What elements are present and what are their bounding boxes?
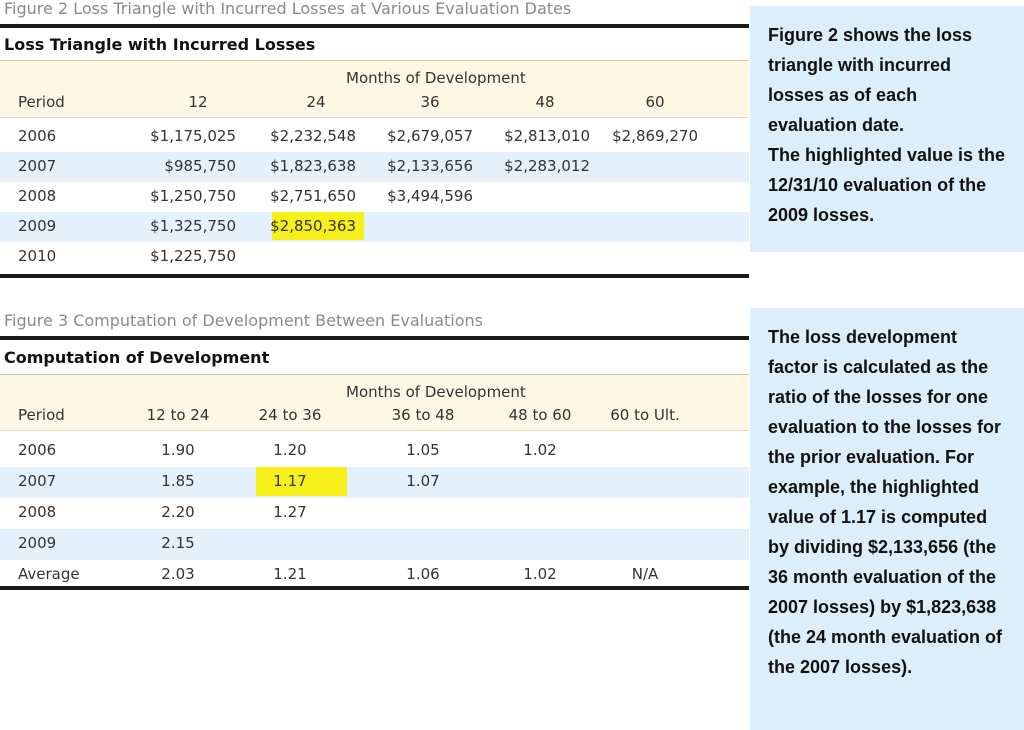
figure2-value-cell: $3,494,596 [387,187,473,205]
figure3-bottom-rule [0,586,749,590]
figure3-period-cell: 2006 [18,441,57,459]
figure2-period-cell: 2008 [18,187,57,205]
figure3-column-header: 12 to 24 [146,406,210,424]
figure2-side-paragraph: The highlighted value is the 12/31/10 ev… [768,145,1006,225]
figure3-highlight-box [256,467,347,496]
figure2-period-cell: 2007 [18,157,57,175]
figure3-column-header: 48 to 60 [508,406,572,424]
figure3-table-title: Computation of Development [4,348,270,367]
figure3-column-header: 36 to 48 [391,406,455,424]
figure2-value-cell: $2,813,010 [504,127,590,145]
figure2-value-cell: $985,750 [164,157,236,175]
figure3-value-cell: 1.17 [273,472,307,490]
figure3-caption: Figure 3 Computation of Development Betw… [4,311,484,330]
figure3-value-cell: 2.03 [161,565,195,583]
figure2-value-cell: $1,823,638 [270,157,356,175]
figure2-value-cell: $2,232,548 [270,127,356,145]
figure2-value-cell: $1,225,750 [150,247,236,265]
figure2-value-cell: $2,679,057 [387,127,473,145]
figure2-group-header: Months of Development [346,69,526,87]
figure3-value-cell: 1.85 [161,472,195,490]
figure2-side-panel: Figure 2 shows the loss triangle with in… [750,6,1024,252]
figure2-table-title: Loss Triangle with Incurred Losses [4,35,316,54]
figure3-period-cell: 2008 [18,503,57,521]
figure3-title-divider [0,374,749,375]
figure3-header-band [0,375,749,431]
figure2-value-cell: $2,850,363 [270,217,356,235]
figure3-top-rule [0,336,749,340]
figure3-value-cell: 1.07 [406,472,440,490]
figure2-side-text: Figure 2 shows the loss triangle with in… [768,20,1008,230]
figure2-top-rule [0,24,749,28]
figure3-group-header: Months of Development [346,383,526,401]
figure2-period-cell: 2010 [18,247,57,265]
figure2-value-cell: $1,325,750 [150,217,236,235]
figure3-value-cell: 2.15 [161,534,195,552]
figure3-value-cell: 1.27 [273,503,307,521]
figure2-column-header: 48 [535,93,555,111]
figure2-period-header: Period [18,93,65,111]
figure2-period-cell: 2006 [18,127,57,145]
figure2-value-cell: $1,250,750 [150,187,236,205]
figure3-side-text: The loss development factor is calculate… [768,322,1008,682]
figure2-row-band [0,152,749,182]
figure2-side-paragraph: Figure 2 shows the loss triangle with in… [768,25,973,135]
figure3-value-cell: 1.02 [523,441,557,459]
figure2-value-cell: $2,133,656 [387,157,473,175]
figure3-side-paragraph: The loss development factor is calculate… [768,327,1003,677]
figure2-header-band [0,61,749,118]
figure3-side-panel: The loss development factor is calculate… [750,308,1024,730]
figure2-period-cell: 2009 [18,217,57,235]
figure2-highlight-box [272,212,364,240]
figure3-row-band [0,467,749,498]
figure3-value-cell: 1.06 [406,565,440,583]
figure2-value-cell: $1,175,025 [150,127,236,145]
figure3-column-header: 60 to Ult. [610,406,680,424]
figure3-value-cell: 1.05 [406,441,440,459]
figure2-column-header: 60 [645,93,665,111]
figure2-caption: Figure 2 Loss Triangle with Incurred Los… [4,0,572,18]
figure2-column-header: 36 [420,93,440,111]
figure2-value-cell: $2,751,650 [270,187,356,205]
figure3-value-cell: 1.90 [161,441,195,459]
figure2-bottom-rule [0,274,749,278]
figure2-value-cell: $2,869,270 [612,127,698,145]
figure3-value-cell: 1.20 [273,441,307,459]
figure3-value-cell: 1.21 [273,565,307,583]
figure3-period-header: Period [18,406,65,424]
figure2-row-band [0,212,749,242]
figure3-period-cell: Average [18,565,80,583]
figure3-period-cell: 2009 [18,534,57,552]
figure2-column-header: 24 [306,93,326,111]
figure2-column-header: 12 [188,93,208,111]
figure3-row-band [0,529,749,560]
figure3-value-cell: 1.02 [523,565,557,583]
figure3-value-cell: 2.20 [161,503,195,521]
figure3-period-cell: 2007 [18,472,57,490]
figure2-title-divider [0,60,749,61]
figure3-column-header: 24 to 36 [258,406,322,424]
figure2-value-cell: $2,283,012 [504,157,590,175]
figure3-value-cell: N/A [631,565,659,583]
